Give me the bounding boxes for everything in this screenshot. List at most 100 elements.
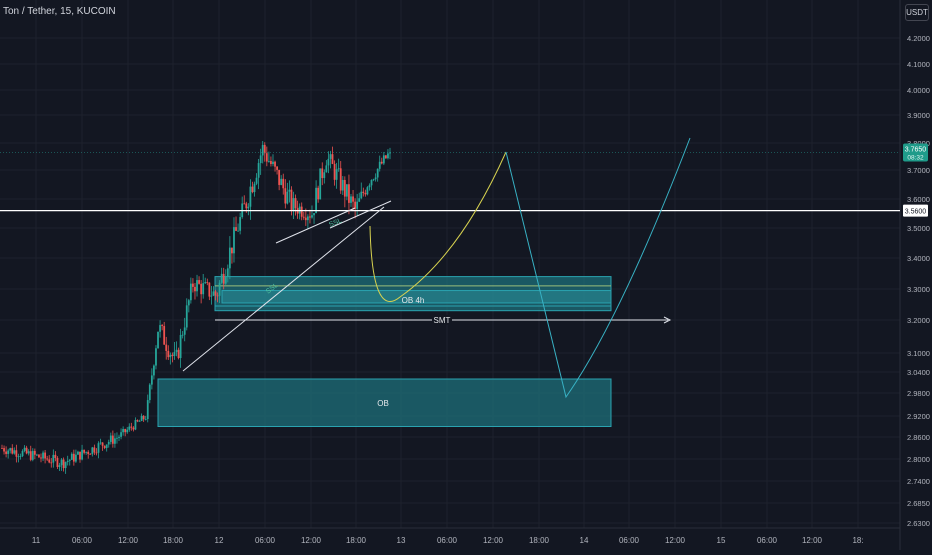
candle-body [13, 450, 16, 454]
candle-body [148, 384, 151, 401]
candle-body [23, 447, 26, 451]
candle-body [270, 160, 272, 165]
candle-body [56, 457, 59, 467]
candle-body [280, 178, 283, 185]
candle-body [237, 230, 239, 232]
candle-body [276, 166, 278, 170]
candle-body [228, 247, 231, 269]
candle-body [362, 191, 365, 194]
candle-body [11, 448, 14, 454]
candle-body [33, 450, 36, 455]
candle-body [79, 451, 81, 460]
candle-body [1, 448, 3, 449]
candle-body [313, 213, 315, 216]
candle-body [97, 443, 100, 453]
projection-curve-yellow [369, 151, 507, 302]
x-tick-label: 06:00 [437, 536, 458, 545]
candle-body [387, 153, 389, 159]
candle-body [288, 189, 291, 192]
candle-body [122, 429, 125, 433]
candle-body [146, 400, 149, 420]
candle-body [118, 436, 120, 438]
candle-body [245, 203, 248, 209]
y-tick-label: 4.1000 [907, 60, 930, 69]
candle-body [109, 435, 112, 442]
candle-body [358, 198, 361, 202]
candle-body [107, 441, 110, 445]
candle-body [261, 144, 264, 156]
trend-line-lower[interactable] [182, 206, 385, 372]
candle-body [356, 201, 359, 209]
candle-body [247, 206, 250, 209]
candle-body [302, 216, 305, 218]
candle-body [157, 331, 159, 349]
candle-body [46, 458, 49, 460]
candle-body [251, 186, 254, 193]
candle-body [183, 327, 186, 335]
candle-body [181, 334, 184, 336]
candle-body [257, 163, 260, 178]
candle-body [231, 247, 233, 254]
candle-body [278, 169, 281, 185]
candle-body [114, 438, 116, 444]
candle-body [9, 448, 12, 451]
candle-body [66, 460, 69, 463]
level-price-badge [903, 204, 928, 217]
candle-body [103, 445, 106, 449]
candle-body [192, 283, 194, 287]
candle-body [319, 168, 322, 200]
candle-body [105, 444, 108, 449]
x-tick-label: 12:00 [301, 536, 322, 545]
candle-body [194, 286, 196, 292]
candle-body [48, 459, 51, 463]
candle-body [72, 453, 75, 462]
x-tick-label: 12 [215, 536, 224, 545]
candle-body [40, 457, 42, 459]
ob-label: OB [377, 399, 389, 408]
candle-body [370, 179, 373, 186]
candle-body [198, 280, 200, 284]
trend-line-arrow[interactable] [329, 200, 392, 229]
smt-label: SMT [434, 316, 451, 325]
candle-body [167, 350, 170, 358]
projection-curve-cyan [505, 137, 691, 399]
candle-body [142, 415, 145, 420]
candle-body [259, 155, 262, 164]
y-tick-label: 3.2000 [907, 316, 930, 325]
candle-body [15, 450, 18, 457]
candle-body [77, 451, 79, 455]
bar-countdown: 08:32 [907, 154, 924, 161]
candle-body [70, 453, 73, 460]
candle-body [60, 459, 63, 466]
smt-arrowhead [663, 316, 672, 324]
candle-body [267, 160, 270, 162]
trend-line-upper[interactable] [275, 207, 356, 244]
candle-body [187, 300, 190, 306]
candle-body [341, 179, 344, 191]
x-tick-label: 18: [852, 536, 863, 545]
symbol-title: Ton / Tether, 15, KUCOIN [3, 6, 116, 17]
currency-button[interactable]: USDT [905, 4, 929, 21]
x-tick-label: 13 [397, 536, 406, 545]
candle-body [29, 451, 32, 460]
candle-body [253, 183, 256, 193]
candle-body [294, 198, 297, 209]
candle-body [220, 273, 223, 283]
x-tick-label: 06:00 [72, 536, 93, 545]
candle-body [389, 152, 391, 154]
candle-body [265, 153, 268, 162]
candle-body [25, 447, 28, 454]
y-tick-label: 2.8000 [907, 455, 930, 464]
y-tick-label: 2.8600 [907, 433, 930, 442]
candle-body [144, 419, 147, 420]
y-tick-label: 3.6000 [907, 195, 930, 204]
candle-body [81, 449, 83, 460]
candle-body [354, 201, 357, 209]
candle-body [317, 187, 320, 200]
candle-body [58, 465, 61, 467]
candle-body [31, 450, 34, 460]
candle-body [348, 184, 350, 203]
candle-body [337, 168, 340, 170]
